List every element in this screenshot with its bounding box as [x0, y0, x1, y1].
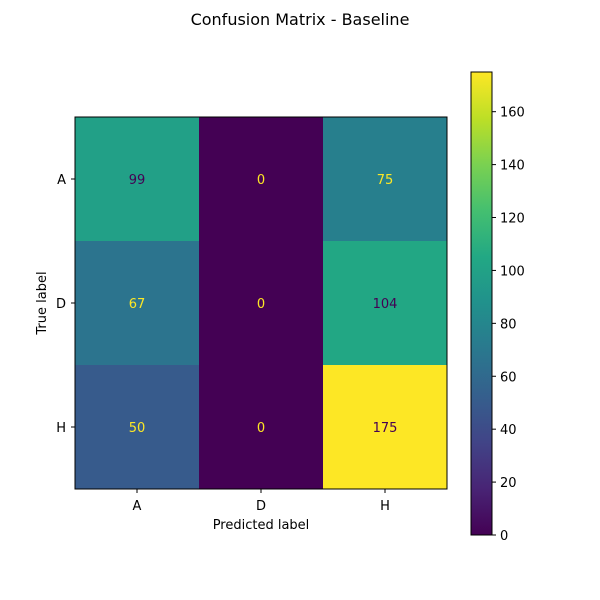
- heatmap-cell-labels: 99 0 75 67 0 104 50 0 175: [129, 173, 398, 436]
- colorbar-tick-label: 140: [500, 159, 525, 174]
- y-axis-label: True label: [35, 271, 50, 335]
- colorbar-tick-label: 80: [500, 317, 517, 332]
- heatmap-cell: [323, 241, 448, 366]
- cell-value-label: 50: [129, 421, 146, 436]
- heatmap-cell: [199, 241, 324, 366]
- cell-value-label: 75: [377, 173, 394, 188]
- y-tick-label: H: [56, 421, 66, 436]
- x-tick-label: H: [380, 499, 390, 514]
- cell-value-label: 175: [373, 421, 398, 436]
- y-tick-label: A: [57, 173, 66, 188]
- heatmap-cell: [199, 117, 324, 242]
- colorbar-ticks: 0 20 40 60 80 100 120 140 160: [492, 106, 525, 544]
- y-axis-ticks: A D H: [56, 173, 75, 436]
- x-tick-label: D: [256, 499, 266, 514]
- y-tick-label: D: [56, 297, 66, 312]
- heatmap-cell: [75, 241, 200, 366]
- cell-value-label: 0: [257, 297, 265, 312]
- colorbar-tick-label: 40: [500, 423, 517, 438]
- heatmap-cell: [75, 117, 200, 242]
- colorbar-tick-label: 20: [500, 476, 517, 491]
- x-axis-label: Predicted label: [213, 518, 310, 533]
- x-tick-label: A: [133, 499, 142, 514]
- cell-value-label: 0: [257, 173, 265, 188]
- cell-value-label: 0: [257, 421, 265, 436]
- heatmap-cell: [199, 365, 324, 490]
- heatmap-cell: [75, 365, 200, 490]
- colorbar: [470, 71, 493, 536]
- cell-value-label: 67: [129, 297, 146, 312]
- heatmap-cell: [323, 117, 448, 242]
- cell-value-label: 104: [373, 297, 398, 312]
- colorbar-tick-label: 100: [500, 264, 525, 279]
- colorbar-tick-label: 120: [500, 212, 525, 227]
- colorbar-tick-label: 160: [500, 106, 525, 121]
- chart-title: Confusion Matrix - Baseline: [191, 10, 410, 29]
- heatmap-cell: [323, 365, 448, 490]
- heatmap-cells: [75, 117, 448, 490]
- cell-value-label: 99: [129, 173, 146, 188]
- colorbar-tick-label: 0: [500, 529, 508, 544]
- colorbar-tick-label: 60: [500, 370, 517, 385]
